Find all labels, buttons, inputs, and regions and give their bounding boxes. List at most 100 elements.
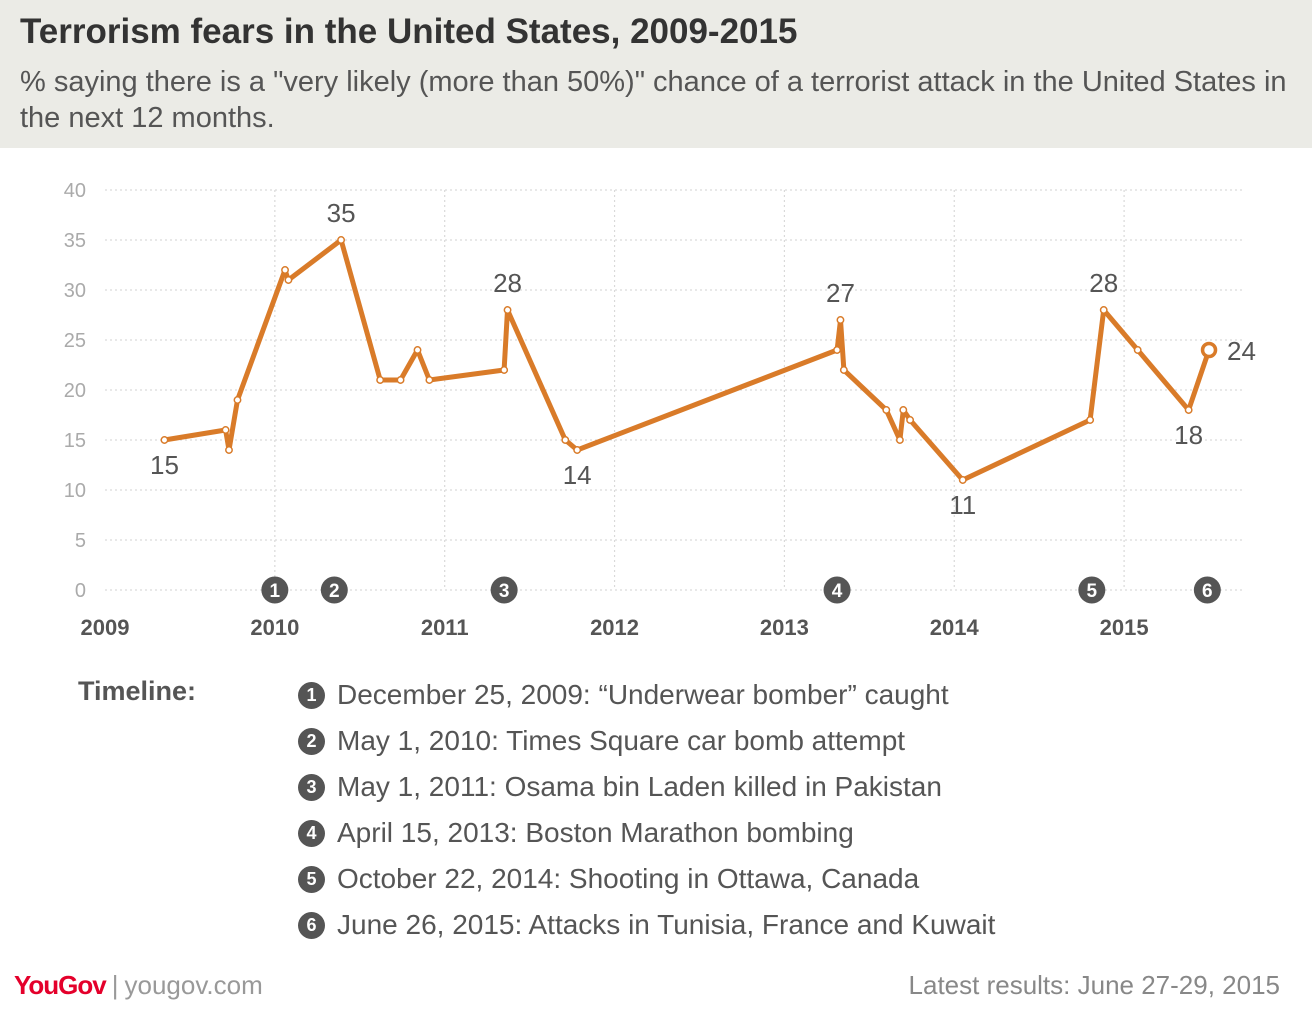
event-marker-circle (1078, 576, 1106, 604)
data-point (895, 436, 904, 444)
event-marker-number: 2 (329, 581, 340, 602)
data-point (396, 376, 405, 384)
y-tick-label: 10 (64, 480, 86, 502)
data-point (503, 306, 512, 314)
brand-separator: | (111, 970, 119, 1000)
y-tick-label: 5 (75, 530, 86, 552)
x-tick-label: 2015 (1100, 615, 1149, 640)
data-point (221, 426, 230, 434)
data-point (337, 236, 346, 244)
timeline-text: June 26, 2015: Attacks in Tunisia, Franc… (337, 909, 996, 940)
data-point (1184, 406, 1193, 414)
timeline-text: October 22, 2014: Shooting in Ottawa, Ca… (337, 863, 920, 894)
timeline-text: April 15, 2013: Boston Marathon bombing (337, 817, 854, 848)
timeline-item: 2 May 1, 2010: Times Square car bomb atte… (298, 718, 995, 764)
grid-lines (105, 189, 1243, 591)
timeline-item: 4 April 15, 2013: Boston Marathon bombing (298, 810, 995, 856)
event-marker-number: 6 (1202, 581, 1213, 602)
data-point (839, 366, 848, 374)
yougov-logo: YouGov (14, 970, 107, 1000)
site-link[interactable]: yougov.com (124, 970, 263, 1000)
data-label: 28 (1089, 268, 1118, 298)
data-point (500, 366, 509, 374)
y-tick-label: 25 (64, 330, 86, 352)
data-point (413, 346, 422, 354)
y-tick-label: 20 (64, 380, 86, 402)
data-point (561, 436, 570, 444)
event-marker-circle (490, 576, 518, 604)
data-point (958, 476, 967, 484)
data-point (225, 446, 233, 454)
footer-brand: YouGov | yougov.com (14, 970, 263, 1001)
data-point (425, 376, 434, 384)
data-label: 28 (493, 268, 522, 298)
event-marker-circle (1193, 576, 1221, 604)
y-tick-label: 30 (64, 280, 86, 302)
timeline-number-badge: 5 (298, 865, 325, 893)
timeline-number-badge: 6 (298, 911, 325, 939)
y-tick-label: 15 (64, 430, 86, 452)
event-markers: 1 2 3 4 5 6 (261, 576, 1221, 604)
series-line (161, 237, 1212, 483)
event-marker-number: 1 (270, 581, 281, 602)
x-tick-label: 2011 (421, 615, 469, 640)
timeline-item: 1 December 25, 2009: “Underwear bomber” c… (298, 672, 995, 718)
data-point (284, 276, 293, 284)
timeline-number-badge: 4 (298, 819, 325, 847)
timeline-number-badge: 3 (298, 773, 325, 801)
timeline-item: 6 June 26, 2015: Attacks in Tunisia, Fran… (298, 902, 995, 948)
data-label: 11 (949, 490, 976, 520)
data-point (160, 436, 169, 444)
data-label: 35 (327, 198, 356, 228)
timeline-text: May 1, 2011: Osama bin Laden killed in P… (337, 771, 942, 802)
event-marker-number: 3 (499, 581, 510, 602)
event-marker-number: 5 (1087, 581, 1098, 602)
data-point (833, 346, 842, 354)
data-point (836, 316, 845, 324)
chart-header: Terrorism fears in the United States, 20… (0, 0, 1312, 148)
data-label: 18 (1174, 420, 1203, 450)
data-label: 27 (826, 278, 855, 308)
data-point (882, 406, 891, 414)
data-label: 15 (150, 450, 179, 480)
data-point (906, 416, 915, 424)
timeline-list: 1 December 25, 2009: “Underwear bomber” c… (298, 672, 995, 948)
data-label: 14 (563, 460, 592, 490)
data-point (233, 396, 242, 404)
timeline-number-badge: 1 (298, 681, 325, 709)
x-tick-label: 2013 (760, 615, 809, 640)
data-point (573, 446, 582, 454)
event-marker-number: 4 (832, 581, 843, 602)
data-point (281, 266, 289, 274)
chart-title: Terrorism fears in the United States, 20… (20, 12, 798, 51)
data-point (1086, 416, 1095, 424)
timeline-text: December 25, 2009: “Underwear bomber” ca… (337, 679, 949, 710)
event-marker-circle (261, 576, 289, 604)
data-points (160, 236, 1218, 484)
data-point (376, 376, 385, 384)
chart-subtitle: % saying there is a "very likely (more t… (20, 66, 1287, 134)
event-marker-circle (320, 576, 348, 604)
data-label: 24 (1227, 336, 1256, 366)
x-tick-label: 2012 (590, 615, 639, 640)
y-tick-label: 0 (75, 580, 86, 602)
timeline-text: May 1, 2010: Times Square car bomb attem… (337, 725, 906, 756)
timeline-item: 3 May 1, 2011: Osama bin Laden killed in … (298, 764, 995, 810)
data-point (1133, 346, 1142, 354)
y-axis-ticks: 0 5 10 15 20 25 30 35 40 (64, 180, 86, 602)
data-point (1099, 306, 1108, 314)
series-line-layer (161, 237, 1212, 483)
y-tick-label: 35 (64, 230, 86, 252)
x-axis-ticks: 2009 2010 2011 2012 2013 2014 2015 (81, 615, 1149, 640)
x-tick-label: 2014 (930, 615, 980, 640)
data-point (1200, 341, 1218, 359)
event-marker-circle (823, 576, 851, 604)
y-tick-label: 40 (64, 180, 86, 202)
data-labels: 15 35 28 14 27 11 28 18 24 (150, 198, 1256, 520)
timeline-item: 5 October 22, 2014: Shooting in Ottawa, C… (298, 856, 995, 902)
x-tick-label: 2009 (81, 615, 130, 640)
timeline-number-badge: 2 (298, 727, 325, 755)
latest-results-note: Latest results: June 27-29, 2015 (908, 970, 1280, 1000)
x-tick-label: 2010 (250, 615, 299, 640)
